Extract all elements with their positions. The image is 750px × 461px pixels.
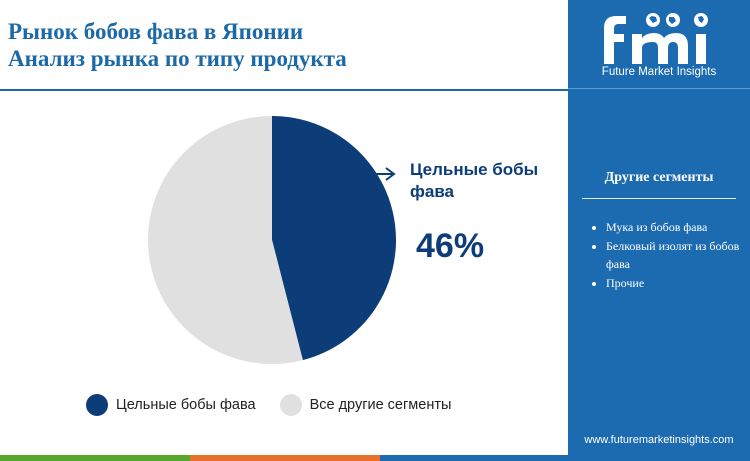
title-line-1: Рынок бобов фава в Японии [8,19,304,44]
chart-legend: Цельные бобы фава Все другие сегменты [86,392,475,418]
callout-label: Цельные бобы фава [410,160,539,201]
sidebar: Future Market Insights Другие сегменты М… [568,0,750,461]
pie-chart-svg [147,116,396,365]
callout-value: 46% [416,227,485,265]
other-segments-heading: Другие сегменты [604,170,714,185]
segment-item-other: Прочие [606,274,750,292]
page-title: Рынок бобов фава в Японии Анализ рынка п… [8,18,548,72]
fmi-logo-icon [604,13,708,64]
legend-item-other-segments: Все другие сегменты [279,394,452,416]
legend-label-whole-beans: Цельные бобы фава [116,397,256,413]
sidebar-divider-top [568,88,750,89]
legend-label-other-segments: Все другие сегменты [309,397,452,413]
bottom-bar-green [0,455,190,461]
legend-swatch-other-segments [279,394,302,416]
title-divider [0,89,568,91]
legend-swatch-whole-beans [86,394,108,416]
bottom-bar-orange [190,455,380,461]
website-url: www.futuremarketinsights.com [584,434,734,446]
title-line-2: Анализ рынка по типу продукта [8,46,347,71]
pie-chart [0,100,568,440]
bottom-bar-blue [380,455,568,461]
callout-arrow-icon [385,167,396,181]
bottom-color-bar [0,455,568,461]
other-segments-list: Мука из бобов фава Белковый изолят из бо… [590,218,750,293]
segment-item-flour: Мука из бобов фава [606,218,750,236]
pie-slice-whole-beans [272,116,396,361]
pie-slice-other-segments [147,116,303,365]
segment-item-protein-isolate: Белковый изолят из бобов фава [606,237,750,273]
brand-name: Future Market Insights [601,66,717,78]
sidebar-divider [582,198,736,199]
legend-item-whole-beans: Цельные бобы фава [86,394,256,416]
